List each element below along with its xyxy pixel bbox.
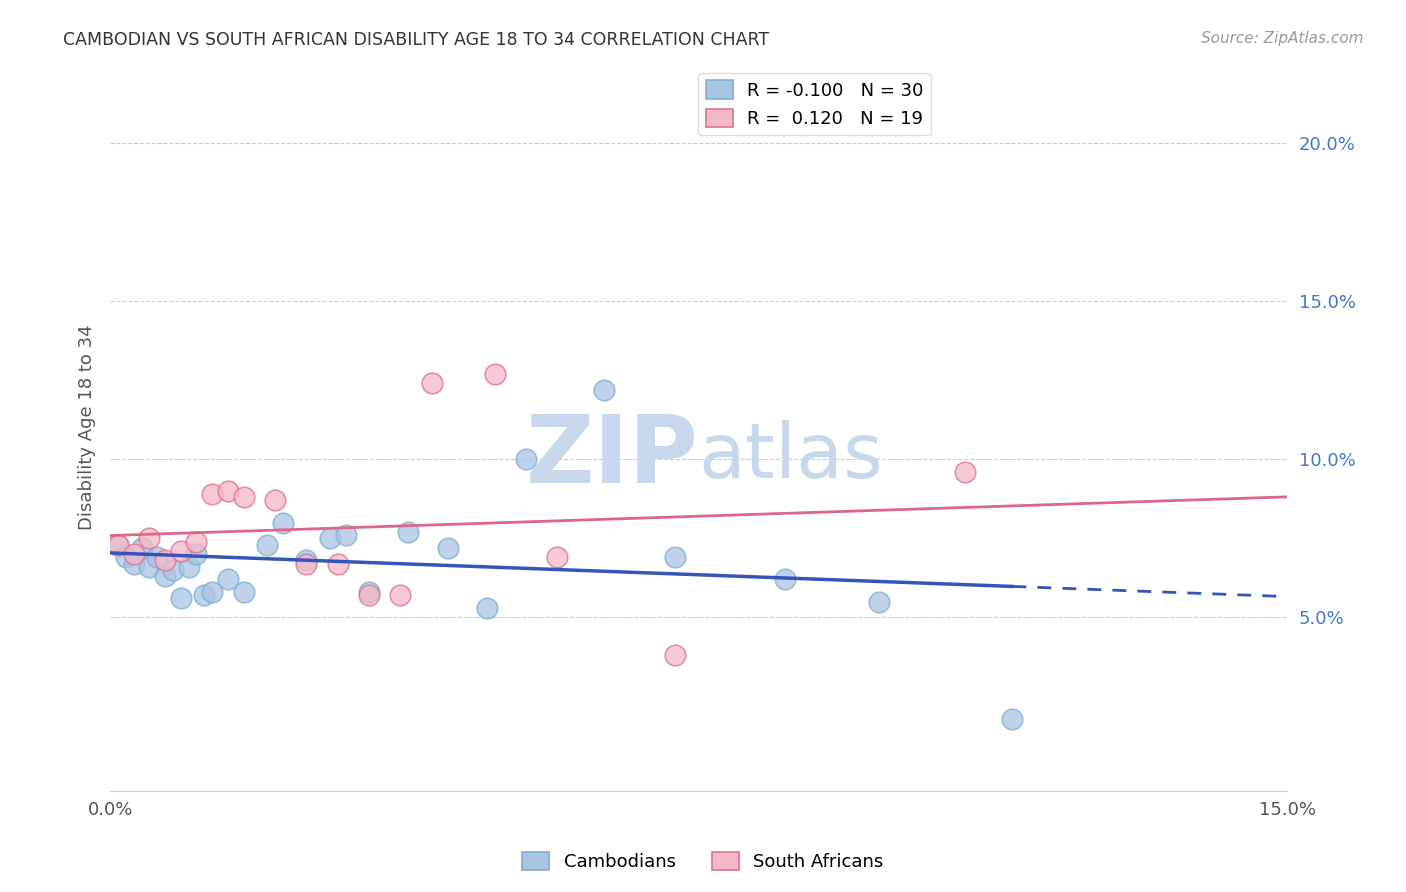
- Point: [335, 528, 357, 542]
- Text: Source: ZipAtlas.com: Source: ZipAtlas.com: [1201, 31, 1364, 46]
- Point: [170, 591, 193, 606]
- Point: [217, 483, 239, 498]
- Point: [396, 524, 419, 539]
- Point: [256, 538, 278, 552]
- Text: atlas: atlas: [699, 420, 883, 494]
- Point: [319, 532, 342, 546]
- Point: [153, 569, 176, 583]
- Point: [868, 594, 890, 608]
- Point: [664, 648, 686, 663]
- Point: [138, 532, 160, 546]
- Point: [664, 550, 686, 565]
- Text: ZIP: ZIP: [526, 411, 699, 503]
- Point: [162, 563, 184, 577]
- Point: [122, 557, 145, 571]
- Point: [115, 550, 138, 565]
- Point: [271, 516, 294, 530]
- Point: [515, 452, 537, 467]
- Y-axis label: Disability Age 18 to 34: Disability Age 18 to 34: [79, 325, 96, 531]
- Point: [295, 553, 318, 567]
- Legend: Cambodians, South Africans: Cambodians, South Africans: [515, 845, 891, 879]
- Point: [484, 367, 506, 381]
- Point: [122, 547, 145, 561]
- Point: [295, 557, 318, 571]
- Point: [170, 544, 193, 558]
- Point: [131, 541, 153, 555]
- Point: [773, 573, 796, 587]
- Point: [436, 541, 458, 555]
- Legend: R = -0.100   N = 30, R =  0.120   N = 19: R = -0.100 N = 30, R = 0.120 N = 19: [699, 73, 931, 136]
- Point: [201, 487, 224, 501]
- Point: [177, 559, 200, 574]
- Point: [264, 493, 287, 508]
- Point: [357, 588, 380, 602]
- Point: [107, 538, 129, 552]
- Point: [186, 547, 208, 561]
- Point: [475, 601, 498, 615]
- Point: [153, 553, 176, 567]
- Point: [593, 383, 616, 397]
- Point: [232, 490, 254, 504]
- Point: [420, 376, 443, 391]
- Point: [217, 573, 239, 587]
- Point: [146, 550, 169, 565]
- Point: [1001, 712, 1024, 726]
- Point: [955, 465, 977, 479]
- Point: [201, 585, 224, 599]
- Point: [546, 550, 568, 565]
- Point: [357, 585, 380, 599]
- Point: [138, 559, 160, 574]
- Point: [186, 534, 208, 549]
- Text: CAMBODIAN VS SOUTH AFRICAN DISABILITY AGE 18 TO 34 CORRELATION CHART: CAMBODIAN VS SOUTH AFRICAN DISABILITY AG…: [63, 31, 769, 49]
- Point: [326, 557, 349, 571]
- Point: [232, 585, 254, 599]
- Point: [193, 588, 215, 602]
- Point: [107, 538, 129, 552]
- Point: [389, 588, 412, 602]
